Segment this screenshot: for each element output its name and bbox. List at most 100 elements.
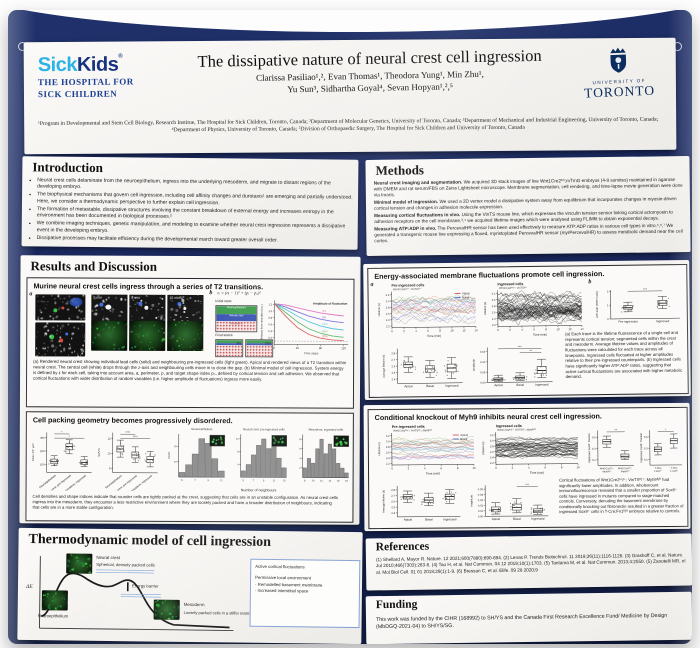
svg-text:Wnt1Cre2ᵗᵐ/⁺; VinTSᶠˡ/⁺; Myh9ᶠ: Wnt1Cre2ᵗᵐ/⁺; VinTSᶠˡ/⁺; Myh9ᶠˡ/ᶠˡ [497,428,536,432]
funding-heading: Funding [375,598,418,612]
svg-text:2.6: 2.6 [391,364,395,368]
svg-text:2.4: 2.4 [386,456,390,460]
svg-text:3.2: 3.2 [492,292,496,296]
svg-text:Average lifetime (s): Average lifetime (s) [381,490,385,513]
histogram-x-label: Number of neighbours [240,488,277,493]
delta-e-axis-label: ΔE [25,583,33,591]
svg-text:Time (min): Time (min) [530,471,544,475]
shape-index-boxplot: 8 10 12 SA/V⅔ Neuroepithelium Neural crest, p… [97,425,161,498]
svg-text:2.6: 2.6 [386,451,390,455]
t2-transitions-subpanel: Murine neural crest cells ingress throug… [25,277,355,409]
svg-text:8: 8 [439,329,441,333]
svg-text:Lifetime (s): Lifetime (s) [377,442,381,455]
svg-text:8: 8 [304,479,306,482]
svg-text:Time (min): Time (min) [427,334,441,338]
svg-text:Wnt1Cre2ᵗᵐ/⁺; VinTSᶠˡ/⁺: Wnt1Cre2ᵗᵐ/⁺; VinTSᶠˡ/⁺ [499,286,527,290]
svg-text:0.5: 0.5 [592,435,596,439]
cell-packing-subpanel: Cell packing geometry becomes progressiv… [25,411,354,523]
svg-text:3.2: 3.2 [490,433,494,437]
central-cell [183,306,186,310]
t2-caption: (a) Rendered neural crest showing indivi… [33,359,347,382]
svg-text:Neuroepithelium: Neuroepithelium [191,427,213,431]
figure-label-a: a [370,281,374,288]
energy-barrier-marker [126,582,129,592]
svg-text:6: 6 [440,466,442,470]
sickkids-subtitle-line1: THE HOSPITAL FOR [37,76,134,88]
thermo-diagram: ΔE Neural crest Spherical, densely packe… [25,552,361,640]
svg-text:2: 2 [607,289,609,293]
svg-text:Mesoderm, ingressed cells: Mesoderm, ingressed cells [309,428,344,432]
methods-body: Neural crest imaging and segmentation. W… [374,177,686,246]
svg-text:***: *** [518,345,523,349]
svg-text:12: 12 [320,480,323,483]
svg-text:16%: 16% [322,329,328,333]
svg-text:Ingressed: Ingressed [535,383,549,387]
mesoderm-label: Mesoderm [183,601,205,608]
svg-text:14: 14 [580,327,584,331]
fabric-top-sag [8,10,692,32]
svg-text:Lifetime (s): Lifetime (s) [377,303,381,316]
svg-text:2.4: 2.4 [492,317,496,321]
final-states-label: Final states [215,333,233,338]
svg-text:2.2: 2.2 [386,462,390,466]
energy-caption: (a) Each trace is the lifetime fluoresce… [565,331,683,380]
svg-text:6: 6 [533,327,535,331]
cell-marker [99,302,104,307]
svg-text:***: *** [643,287,648,291]
svg-text:Amplitude: Amplitude [469,494,473,506]
svg-text:10: 10 [576,465,580,469]
svg-text:12%: 12% [322,322,328,326]
svg-text:0.8: 0.8 [268,316,272,320]
svg-text:10: 10 [174,461,177,464]
svg-text:8: 8 [237,451,239,454]
thermo-info-box: Active cortical fluctuations Permissive … [249,558,361,629]
neuroepithelium-label: Neuroepithelium [37,613,69,619]
svg-text:Basal: Basal [513,517,521,521]
timelapse-time-label: 16 min [169,295,180,300]
svg-text:14: 14 [328,480,331,483]
svg-text:12: 12 [568,327,572,331]
sickkids-logo: SickKids® THE HOSPITAL FOR SICK CHILDREN [38,54,134,101]
svg-text:100: 100 [40,462,45,466]
svg-text:Ingressed Sox9⁺ fraction: Ingressed Sox9⁺ fraction [639,432,643,462]
energy-subpanel: Energy-associated membrane fluctuations … [367,264,689,398]
svg-text:Apical: Apical [462,291,470,295]
svg-text:1.0: 1.0 [268,309,272,313]
svg-text:0.3: 0.3 [644,446,648,450]
svg-text:12: 12 [462,328,466,332]
svg-text:8: 8 [545,327,547,331]
svg-text:0.05: 0.05 [478,487,484,491]
central-cell [144,305,149,310]
svg-text:2.5: 2.5 [391,505,395,509]
svg-text:Wnt1Cre2ᵗᵐ/⁺; VinTSᶠˡ/⁺: Wnt1Cre2ᵗᵐ/⁺; VinTSᶠˡ/⁺ [393,287,421,291]
figure-label-b: b [209,290,213,297]
svg-text:Distance from resolution (a.u.: Distance from resolution (a.u.) [259,304,263,340]
svg-text:2: 2 [299,467,301,470]
info-line: - Increased interstitial space [254,588,309,594]
svg-text:4: 4 [424,466,426,470]
sickkids-word-kids: Kids [76,53,119,76]
myh9-subpanel: Conditional knockout of Myh9 inhibits ne… [367,406,689,530]
svg-text:6: 6 [299,448,301,451]
figure-label-a: a [29,291,33,298]
funding-panel: Funding This work was funded by the CIHR… [365,591,692,644]
svg-text:2: 2 [408,466,410,470]
fn1-fraction-boxplot: 0.1 0.3 0.5 Ingressed Sox9⁺ fraction T-Cre; F… [639,422,685,476]
svg-text:0.5: 0.5 [644,435,648,439]
svg-text:8%: 8% [322,315,327,319]
svg-text:2.2: 2.2 [492,323,496,327]
svg-text:T-Cre;: T-Cre; [670,466,678,470]
rendered-view [167,320,204,352]
sickkids-wordmark: SickKids® [38,54,134,78]
svg-text:2.8: 2.8 [386,305,390,309]
svg-text:2.7: 2.7 [391,358,395,362]
svg-text:0.1: 0.1 [644,458,648,462]
references-panel: References (1) Shellard A, Mayor R. Natu… [365,533,692,591]
svg-text:2.6: 2.6 [391,500,395,504]
svg-text:counts: counts [168,451,171,459]
energy-barrier-label: Energy barrier [131,583,159,589]
svg-text:0.6: 0.6 [268,322,272,326]
svg-text:8: 8 [299,438,301,441]
mesoderm-histogram: 2 4 6 8 8 10 12 14 16 18 Mesoderm, ingressed cells [291,425,351,487]
references-text: (1) Shellard A, Mayor R. Nature. 12 2021… [375,552,686,576]
